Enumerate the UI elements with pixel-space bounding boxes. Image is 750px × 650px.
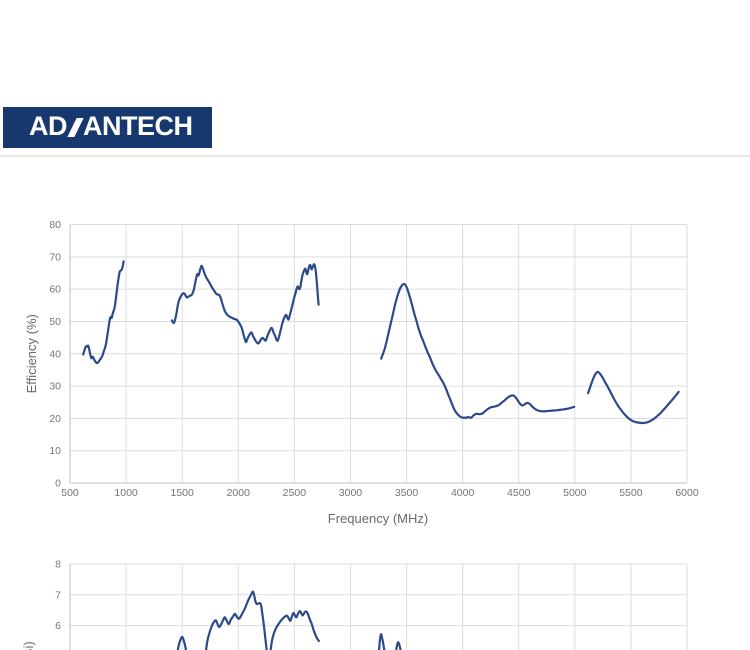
- x-tick-label: 2500: [283, 487, 307, 499]
- y-tick-label: 60: [49, 284, 61, 296]
- peak-gain-series-line: [176, 635, 188, 650]
- y-tick-label: 50: [49, 316, 61, 328]
- x-tick-label: 5500: [619, 487, 643, 499]
- efficiency-series-line: [380, 282, 576, 419]
- x-tick-label: 2000: [227, 487, 251, 499]
- x-tick-label: 6000: [675, 487, 699, 499]
- y-tick-label: 30: [49, 381, 61, 393]
- x-axis-title: Frequency (MHz): [328, 511, 428, 526]
- y-tick-label: 10: [49, 445, 61, 457]
- advantech-logo: AD ANTECH: [3, 107, 212, 148]
- efficiency-series-line: [586, 370, 680, 425]
- y-tick-label: 8: [55, 559, 61, 571]
- y-tick-label: 40: [49, 348, 61, 360]
- logo-text-right: ANTECH: [83, 111, 193, 141]
- y-tick-label: 20: [49, 413, 61, 425]
- logo-text-left: AD: [29, 111, 68, 141]
- x-tick-label: 4500: [507, 487, 531, 499]
- y-tick-label: 80: [49, 219, 61, 231]
- y-tick-label: 70: [49, 251, 61, 263]
- x-tick-label: 1500: [171, 487, 195, 499]
- peak-gain-series-line: [204, 590, 320, 650]
- x-tick-label: 1000: [114, 487, 138, 499]
- x-tick-label: 3500: [395, 487, 419, 499]
- efficiency-chart: 0 10 20 30 40 50 60 70 80 500 1000 1500 2000 2500 3000…: [24, 219, 699, 526]
- x-tick-label: 500: [61, 487, 79, 499]
- efficiency-series-line: [170, 263, 320, 345]
- x-tick-label: 4000: [451, 487, 475, 499]
- peak-gain-series-line: [377, 633, 402, 650]
- header-divider: [0, 155, 750, 157]
- x-tick-label: 5000: [563, 487, 587, 499]
- efficiency-series-line: [82, 260, 125, 365]
- y-tick-label: 7: [55, 589, 61, 601]
- y-tick-label: 0: [55, 478, 61, 490]
- y-axis-title: Peak Gain (dBi): [21, 641, 36, 650]
- peak-gain-chart: 6 7 8 Peak Gain (dBi): [21, 559, 688, 650]
- y-tick-label: 6: [55, 620, 61, 632]
- y-axis-title: Efficiency (%): [24, 314, 39, 393]
- x-tick-label: 3000: [339, 487, 363, 499]
